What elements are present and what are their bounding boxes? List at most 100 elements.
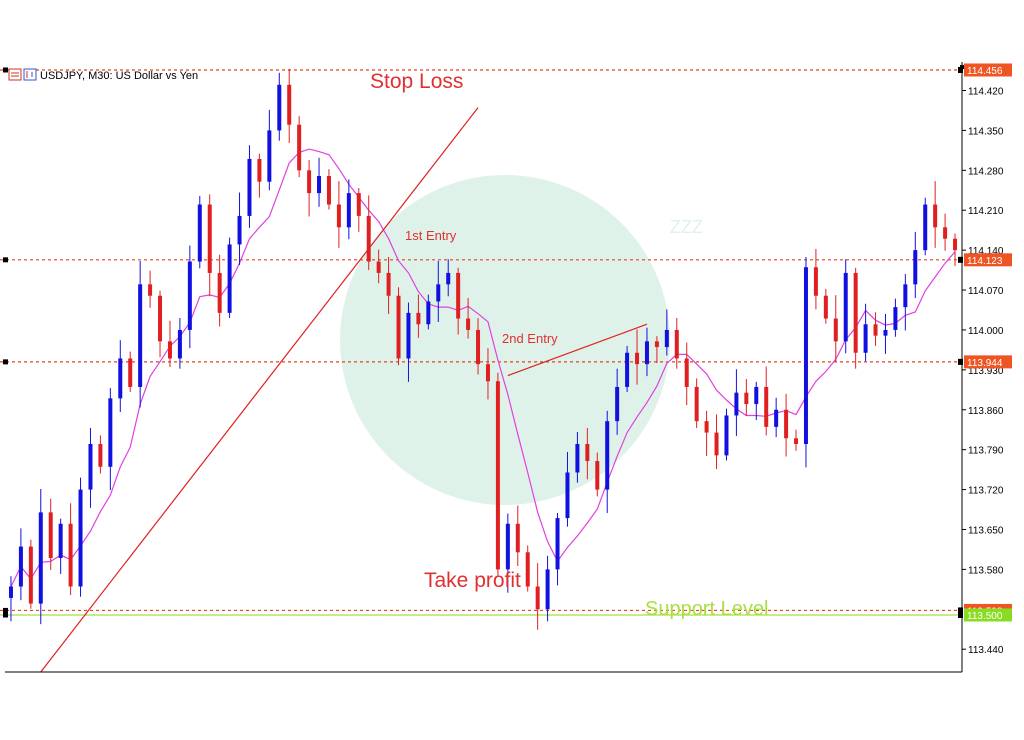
candle-body: [813, 267, 818, 296]
candle-body: [525, 552, 530, 587]
candle-body: [28, 546, 33, 604]
candle-body: [148, 284, 153, 296]
candle-body: [674, 329, 679, 359]
candle-body: [416, 312, 421, 325]
price-tag-bg: [964, 63, 1012, 77]
y-tick-label: 114.210: [968, 206, 1004, 217]
candle-body: [545, 569, 550, 610]
candle-body: [436, 284, 441, 302]
price-tag-label: 113.500: [967, 611, 1003, 622]
watermark-circle: [340, 175, 670, 505]
level-left-marker: [3, 359, 8, 365]
support-level-annotation: Support Level: [645, 598, 768, 620]
candle-body: [654, 341, 659, 348]
candle-body: [128, 358, 133, 387]
candle-body: [843, 272, 848, 342]
level-axis-marker: [958, 611, 963, 618]
candle-body: [476, 329, 481, 365]
level-left-marker: [3, 67, 8, 73]
candle-body: [754, 386, 759, 405]
candle-body: [207, 204, 212, 273]
price-tag-bg: [964, 355, 1012, 369]
candle-body: [585, 443, 590, 462]
candle-body: [108, 398, 113, 467]
candle-body: [644, 341, 649, 365]
y-tick-label: 113.650: [968, 525, 1004, 536]
candle-body: [456, 272, 461, 319]
candle-body: [227, 244, 232, 313]
symbol-title: USDJPY, M30: US Dollar vs Yen: [40, 70, 198, 82]
candle-body: [297, 124, 302, 171]
candle-body: [38, 512, 43, 604]
candle-body: [923, 204, 928, 251]
level-axis-marker: [958, 66, 963, 73]
candle-body: [863, 324, 868, 353]
candle-body: [505, 523, 510, 570]
candles: [8, 68, 958, 630]
candle-body: [714, 432, 719, 456]
price-tag-label: 114.456: [967, 66, 1003, 77]
candle-body: [307, 170, 312, 194]
chart-type-icon[interactable]: [8, 68, 22, 81]
candle-body: [615, 386, 620, 422]
y-tick-label: 114.140: [968, 246, 1004, 257]
candle-body: [823, 295, 828, 319]
candle-body: [485, 364, 490, 382]
price-axis-ticks: 114.420 114.350 114.280 114.210 114.140 114.0…: [962, 87, 1004, 656]
candle-body: [58, 523, 63, 558]
watermark-logo: ZZZ: [340, 175, 703, 505]
y-tick-label: 113.440: [968, 645, 1004, 656]
candle-body: [346, 193, 351, 228]
candle-body: [78, 489, 83, 587]
candle-body: [734, 392, 739, 416]
candle-body: [68, 523, 73, 587]
candle-body: [764, 386, 769, 427]
candle-body: [237, 215, 242, 245]
candle-body: [625, 352, 630, 387]
candle-body: [664, 329, 669, 348]
candle-body: [495, 381, 500, 570]
price-tag-label: 114.123: [967, 256, 1003, 267]
candle-body: [326, 176, 331, 205]
candle-body: [197, 204, 202, 262]
level-axis-marker: [958, 607, 963, 614]
level-axis-marker: [958, 256, 963, 263]
candle-body: [535, 586, 540, 610]
candle-body: [257, 158, 262, 182]
entry-trendline: [507, 323, 648, 377]
candle-body: [555, 518, 560, 570]
candle-body: [177, 329, 182, 359]
candle-body: [873, 324, 878, 336]
y-tick-label: 114.000: [968, 326, 1004, 337]
candle-body: [317, 176, 322, 194]
timeframe-icon[interactable]: [23, 68, 37, 81]
candle-body: [287, 84, 292, 125]
candle-body: [565, 472, 570, 519]
candle-body: [774, 409, 779, 427]
candle-body: [744, 392, 749, 405]
candle-body: [277, 84, 282, 131]
stop-loss-annotation: Stop Loss: [370, 70, 463, 93]
candle-body: [138, 284, 143, 387]
candle-body: [187, 261, 192, 330]
watermark-text: ZZZ: [670, 217, 703, 237]
candle-body: [48, 512, 53, 558]
first-entry-annotation: 1st Entry: [405, 228, 457, 243]
candle-body: [933, 204, 938, 228]
y-tick-label: 114.350: [968, 126, 1004, 137]
candle-body: [466, 318, 471, 330]
price-tag-label: 113.944: [967, 358, 1003, 369]
take-profit-annotation: Take profit: [424, 569, 521, 592]
level-left-marker: [3, 612, 8, 618]
candle-body: [605, 421, 610, 490]
candle-body: [953, 238, 958, 251]
level-axis-marker: [958, 358, 963, 365]
second-entry-annotation: 2nd Entry: [502, 331, 558, 346]
candle-body: [18, 546, 23, 587]
uptrend-line: [40, 107, 479, 673]
level-left-marker: [3, 257, 8, 263]
price-levels: [0, 67, 962, 618]
y-tick-label: 113.930: [968, 366, 1004, 377]
